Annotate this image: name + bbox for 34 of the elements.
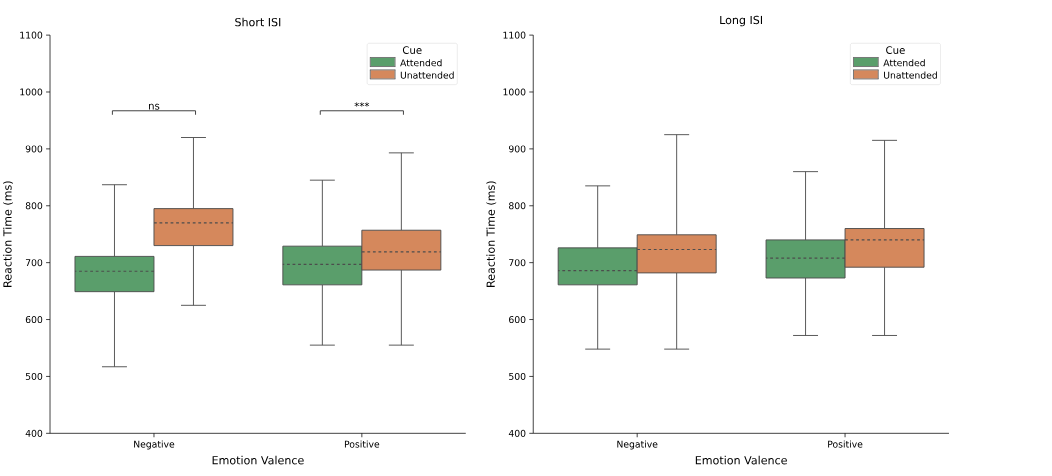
x-tick-label: Positive (828, 440, 863, 448)
x-tick-label: Negative (617, 440, 658, 450)
annotation: ns (149, 103, 160, 110)
y-tick-label: 800 (25, 202, 43, 210)
legend-label: Unattended (400, 71, 454, 79)
y-tick-label: 500 (25, 373, 43, 381)
x-axis-title: Emotion Valence (212, 455, 304, 465)
legend-label: Unattended (884, 71, 937, 79)
y-tick-label: 800 (509, 202, 526, 210)
chart-title: Short ISI (235, 17, 281, 27)
y-tick-label: 400 (508, 429, 526, 437)
y-tick-label: 500 (509, 373, 526, 381)
y-axis-title: Reaction Time (ms) (3, 181, 13, 287)
legend-title: Cue (402, 46, 422, 55)
y-tick-label: 1000 (20, 88, 43, 96)
x-tick-label: Negative (134, 440, 175, 450)
y-axis-title: Reaction Time (ms) (486, 181, 497, 287)
chart-title: Long ISI (720, 15, 762, 27)
y-tick-label: 700 (509, 259, 526, 267)
x-tick-label: Positive (344, 440, 380, 448)
y-tick-label: 1000 (503, 88, 526, 96)
legend-title: Cue (886, 46, 905, 55)
legend-label: Attended (883, 59, 925, 67)
y-tick-label: 400 (25, 429, 43, 437)
y-tick-label: 600 (509, 316, 526, 324)
x-axis-title: Emotion Valence (695, 455, 787, 465)
y-tick-label: 600 (25, 316, 43, 324)
annotation: *** (354, 102, 370, 107)
y-tick-label: 700 (25, 259, 43, 267)
legend-label: Attended (400, 59, 442, 67)
y-tick-label: 1100 (20, 31, 43, 39)
y-tick-label: 900 (508, 145, 526, 153)
y-tick-label: 900 (25, 145, 43, 153)
y-tick-label: 1100 (503, 31, 526, 39)
